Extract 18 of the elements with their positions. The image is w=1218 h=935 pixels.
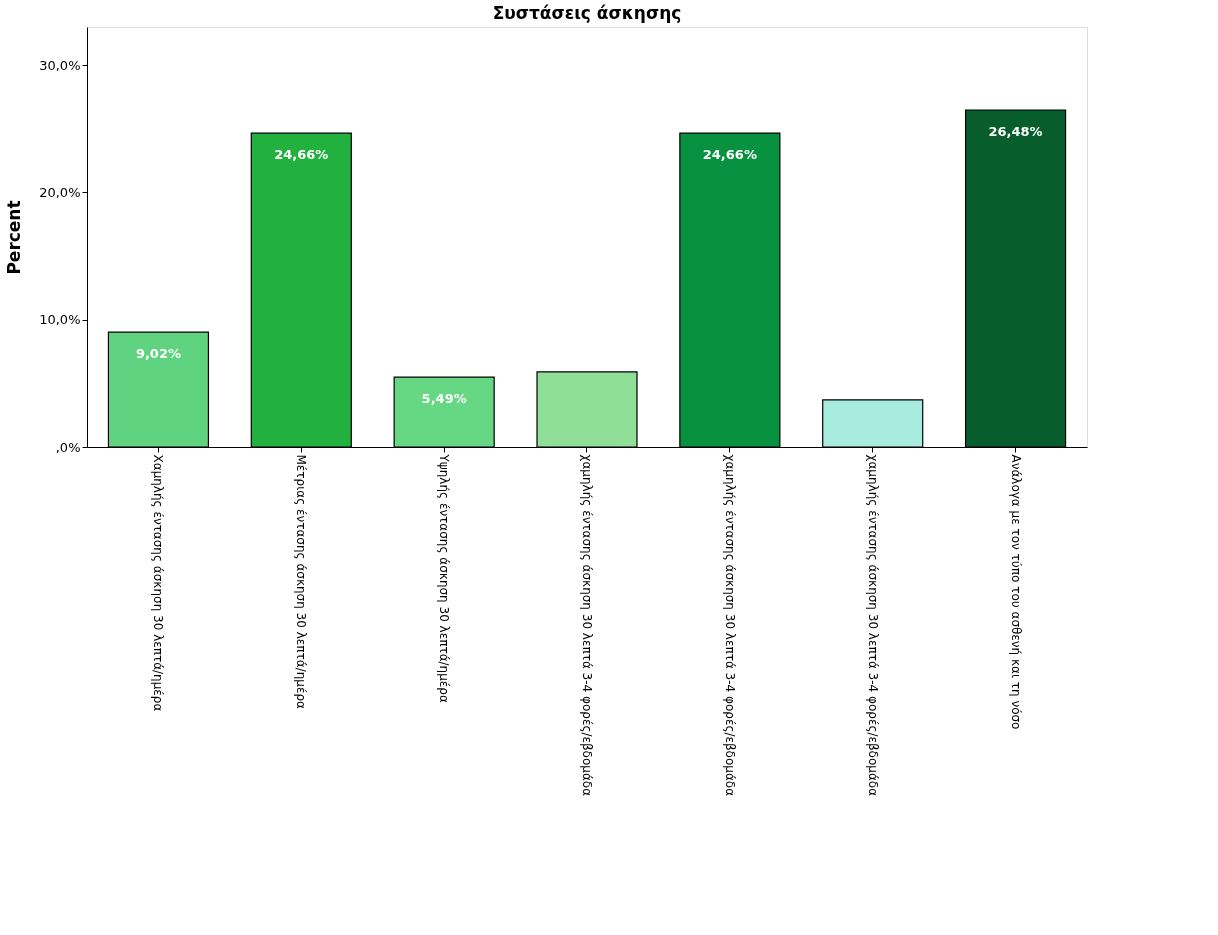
x-tick-label: Μέτριας έντασης άσκηση 30 λεπτά/ημέρα [294, 454, 309, 710]
data-label: 5,49% [421, 391, 467, 407]
y-tick-label: 30,0% [39, 57, 81, 73]
y-axis-title: Percent [4, 200, 25, 275]
data-label: 9,02% [135, 346, 181, 362]
x-tick-label: χαμηλής έντασης άσκηση 30 λεπτά 3-4 φορές/εβδομάδα [722, 454, 737, 797]
data-label: 24,66% [702, 147, 757, 163]
x-tick-label: χαμηλής έντασης άσκηση 30 λεπτά 3-4 φορές/εβδομάδα [865, 454, 880, 797]
y-tick-label: 10,0% [39, 312, 81, 328]
y-tick-label: ,0% [55, 439, 81, 455]
chart-title: Συστάσεις άσκησης [492, 3, 682, 23]
data-label: 24,66% [274, 147, 329, 163]
y-tick-label: 20,0% [39, 184, 81, 200]
data-label: 26,48% [988, 123, 1043, 139]
x-tick-label: Ανάλογα με τον τύπο του ασθενή και τη νόσο [1008, 454, 1023, 730]
x-tick-label: Υψηλής έντασης άσκηση 30 λεπτά/ημέρα [437, 453, 452, 703]
x-tick-label: Χαμηλής έντασης άσκηση 30 λεπτά/ημέρα [151, 454, 166, 712]
x-tick-label: χαμηλής έντασης άσκηση 30 λεπτά 3-4 φορές/εβδομάδα [580, 454, 594, 797]
